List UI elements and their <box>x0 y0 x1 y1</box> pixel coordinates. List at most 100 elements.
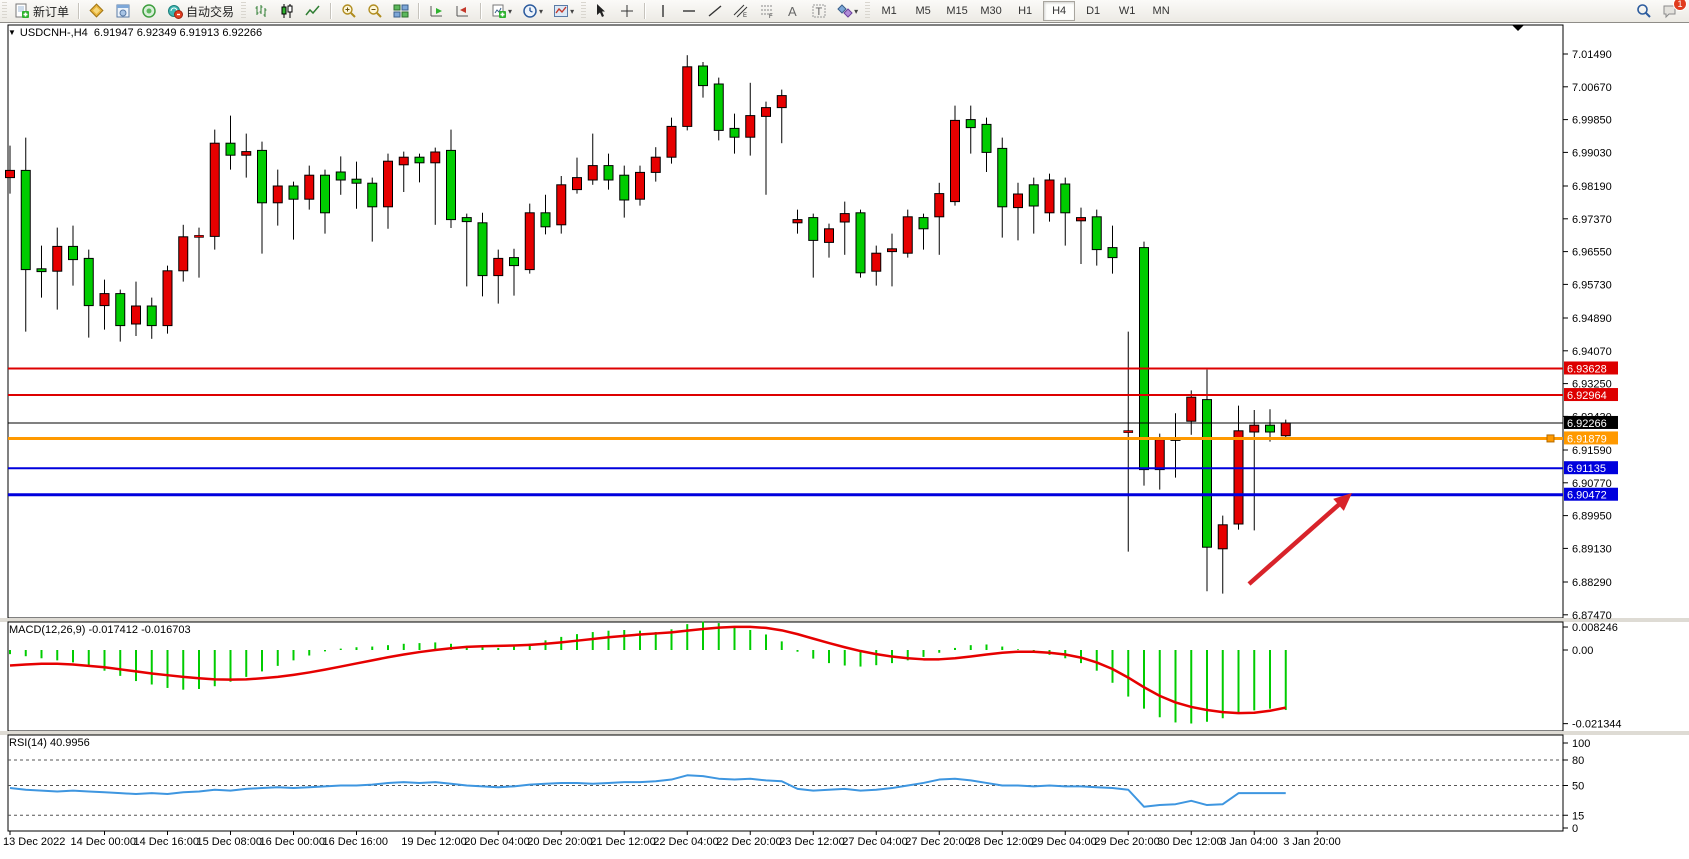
navigator-button[interactable] <box>137 0 161 22</box>
horizontal-line-button[interactable] <box>677 0 701 22</box>
candle-body[interactable] <box>1265 424 1275 433</box>
candle-body[interactable] <box>131 305 141 325</box>
candle-body[interactable] <box>83 257 94 307</box>
candle-body[interactable] <box>288 185 299 200</box>
candle-body[interactable] <box>572 177 582 191</box>
panel-splitter[interactable] <box>0 618 1689 622</box>
cursor-button[interactable] <box>589 0 613 22</box>
candle-body[interactable] <box>776 95 787 109</box>
candle-body[interactable] <box>1139 247 1149 471</box>
chart-shift-button[interactable] <box>451 0 475 22</box>
candle-body[interactable] <box>965 119 976 129</box>
toolbar-grip[interactable] <box>241 2 247 20</box>
zoom-in-button[interactable] <box>337 0 361 22</box>
trend-arrow-line[interactable] <box>1247 500 1343 586</box>
bar-chart-button[interactable] <box>249 0 273 22</box>
toolbar-grip[interactable] <box>865 2 871 20</box>
candle-body[interactable] <box>871 252 882 272</box>
candle-doji[interactable] <box>194 235 204 238</box>
candle-body[interactable] <box>603 165 614 181</box>
candle-body[interactable] <box>1186 396 1197 422</box>
candle-body[interactable] <box>225 142 236 156</box>
fibonacci-button[interactable]: F <box>755 0 779 22</box>
candle-body[interactable] <box>855 212 866 274</box>
candle-body[interactable] <box>446 149 456 221</box>
candle-body[interactable] <box>934 193 945 218</box>
candle-body[interactable] <box>1091 216 1102 251</box>
candle-body[interactable] <box>792 219 803 224</box>
candle-body[interactable] <box>1028 184 1039 207</box>
candle-body[interactable] <box>477 222 488 277</box>
candle-body[interactable] <box>587 165 598 181</box>
candle-body[interactable] <box>36 268 47 273</box>
candle-body[interactable] <box>493 257 504 277</box>
candle-body[interactable] <box>887 248 897 253</box>
candle-body[interactable] <box>635 171 645 200</box>
candle-body[interactable] <box>619 174 630 201</box>
search-button[interactable] <box>1632 0 1656 22</box>
candle-body[interactable] <box>20 169 31 271</box>
trendline-button[interactable] <box>703 0 727 22</box>
candle-body[interactable] <box>650 156 661 173</box>
candle-body[interactable] <box>1154 439 1165 471</box>
candle-body[interactable] <box>241 151 252 156</box>
candle-body[interactable] <box>713 83 724 131</box>
new-order-button[interactable]: 新订单 <box>10 0 73 22</box>
candle-body[interactable] <box>524 212 535 271</box>
crosshair-button[interactable] <box>615 0 639 22</box>
chart-end-marker-icon[interactable] <box>1512 25 1524 31</box>
candle-body[interactable] <box>146 305 157 327</box>
new-chart-button[interactable]: ▾ <box>487 0 516 22</box>
candle-body[interactable] <box>178 236 189 272</box>
candle-body[interactable] <box>729 127 740 138</box>
toolbar-grip[interactable] <box>2 2 7 20</box>
candle-body[interactable] <box>666 125 677 158</box>
timeframe-m5-button[interactable]: M5 <box>915 5 931 17</box>
candle-body[interactable] <box>351 178 362 184</box>
shapes-button[interactable]: ▾ <box>833 0 862 22</box>
text-button[interactable]: A <box>781 0 805 22</box>
timeframe-h1-button[interactable]: H1 <box>1018 5 1033 17</box>
chart-canvas[interactable]: 7.01490 7.00670 6.99850 6.99030 6.98190 6.973… <box>0 23 1689 859</box>
candle-body[interactable] <box>918 217 929 230</box>
candle-body[interactable] <box>272 185 283 204</box>
candle-body[interactable] <box>997 147 1008 208</box>
trend-arrow-head[interactable] <box>1333 493 1352 511</box>
auto-scroll-button[interactable] <box>425 0 449 22</box>
candle-body[interactable] <box>335 171 346 181</box>
candle-body[interactable] <box>824 228 834 243</box>
chart-collapse-icon[interactable]: ▼ <box>8 28 16 37</box>
candle-body[interactable] <box>682 66 693 127</box>
main-chart-panel[interactable] <box>7 24 1564 619</box>
candle-body[interactable] <box>383 160 393 208</box>
candle-body[interactable] <box>398 156 409 166</box>
candle-body[interactable] <box>320 174 330 214</box>
candle-body[interactable] <box>1249 424 1260 433</box>
candle-body[interactable] <box>1280 422 1291 437</box>
candle-body[interactable] <box>1013 193 1023 209</box>
candle-body[interactable] <box>950 119 960 203</box>
panel-splitter[interactable] <box>0 731 1689 735</box>
candle-body[interactable] <box>981 123 992 153</box>
toolbar-grip[interactable] <box>581 2 587 20</box>
macd-panel[interactable] <box>7 621 1564 732</box>
timeframe-d1-button[interactable]: D1 <box>1086 5 1101 17</box>
candle-body[interactable] <box>367 182 378 208</box>
candle-body[interactable] <box>1060 183 1071 214</box>
candle-body[interactable] <box>414 156 425 164</box>
candle-body[interactable] <box>5 169 15 179</box>
market-watch-button[interactable] <box>85 0 109 22</box>
candle-body[interactable] <box>556 184 567 226</box>
timeframe-w1-button[interactable]: W1 <box>1118 5 1136 17</box>
candle-body[interactable] <box>1107 247 1118 259</box>
period-button[interactable]: ▾ <box>518 0 547 22</box>
notifications-button[interactable]: 1 <box>1658 0 1687 22</box>
candlestick-chart-button[interactable] <box>275 0 299 22</box>
zoom-out-button[interactable] <box>363 0 387 22</box>
candle-doji[interactable] <box>1123 430 1134 433</box>
candle-body[interactable] <box>209 142 220 237</box>
candle-body[interactable] <box>68 245 78 261</box>
channel-button[interactable]: E <box>729 0 753 22</box>
candle-body[interactable] <box>902 216 913 254</box>
vertical-line-button[interactable] <box>651 0 675 22</box>
